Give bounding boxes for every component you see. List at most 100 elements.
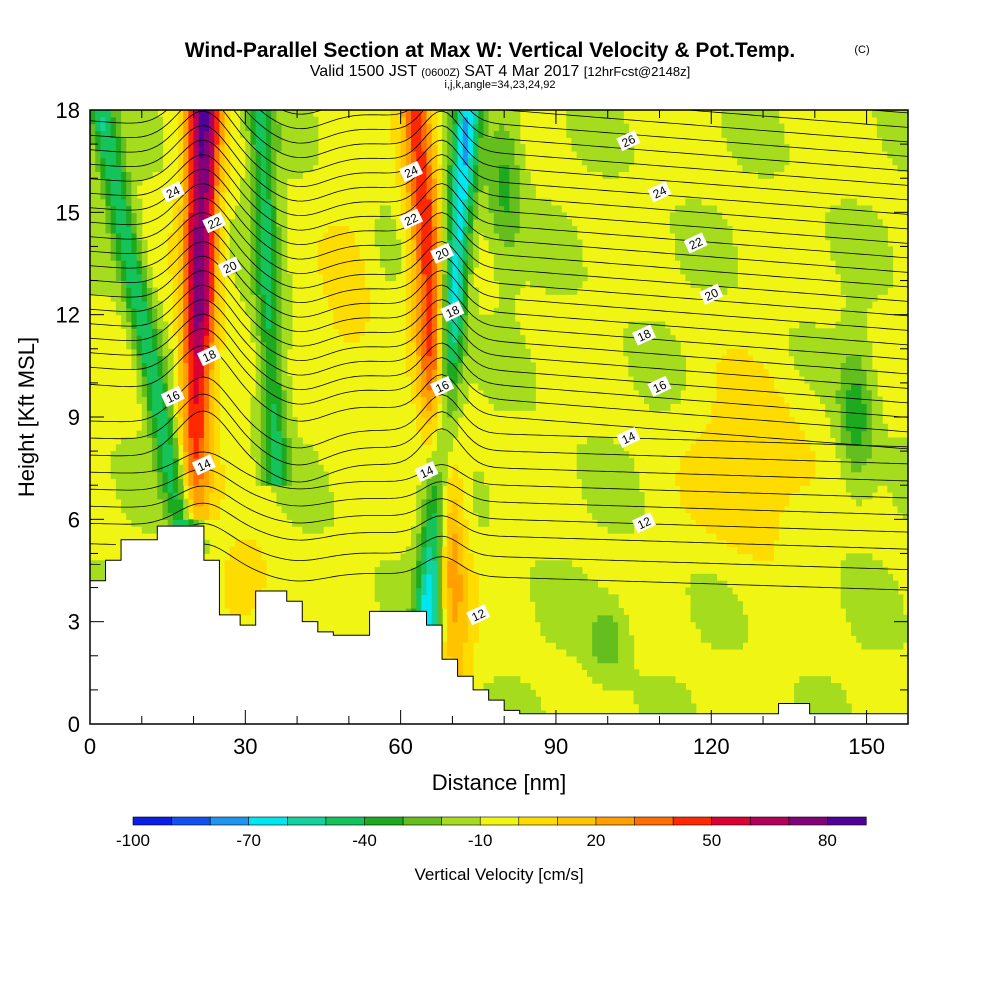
field-cell [245, 280, 252, 289]
field-cell [178, 219, 184, 227]
field-cell [732, 614, 738, 623]
field-cell [478, 130, 485, 138]
field-cell [255, 246, 262, 254]
field-cell [462, 628, 469, 636]
field-cell [690, 580, 697, 589]
field-cell [457, 662, 464, 671]
field-cell [245, 287, 252, 295]
field-cell [530, 205, 536, 213]
field-cell [742, 137, 749, 145]
field-cell [312, 150, 319, 159]
field-cell [581, 642, 588, 650]
field-cell [245, 144, 252, 152]
field-cell [478, 328, 485, 336]
field-cell [400, 553, 407, 561]
field-cell [530, 266, 536, 275]
field-cell [141, 150, 148, 159]
field-cell [737, 417, 743, 425]
field-cell [286, 471, 293, 480]
field-cell [203, 164, 210, 173]
field-cell [115, 171, 122, 179]
field-cell [121, 492, 127, 500]
field-cell [266, 294, 272, 302]
field-cell [540, 246, 547, 254]
field-cell [281, 130, 288, 138]
field-cell [442, 587, 448, 596]
field-cell [462, 567, 469, 575]
field-cell [312, 485, 319, 493]
field-cell [348, 307, 355, 316]
field-cell [726, 621, 733, 630]
field-cell [473, 246, 479, 254]
field-cell [700, 219, 707, 227]
field-cell [178, 403, 184, 411]
field-cell [121, 471, 127, 480]
field-cell [602, 587, 609, 596]
field-cell [726, 403, 733, 411]
field-cell [737, 389, 743, 398]
field-cell [193, 266, 200, 275]
field-cell [188, 362, 195, 370]
field-cell [421, 478, 428, 486]
field-cell [473, 594, 479, 602]
field-cell [291, 437, 298, 445]
field-cell [654, 696, 661, 705]
field-cell [198, 471, 205, 480]
field-cell [716, 451, 723, 459]
field-cell [587, 492, 593, 500]
field-cell [483, 328, 490, 336]
field-cell [405, 273, 412, 282]
field-cell [587, 471, 593, 480]
field-cell [162, 423, 169, 432]
field-cell [385, 567, 391, 575]
field-cell [447, 164, 453, 173]
field-cell [716, 601, 723, 609]
field-cell [426, 137, 433, 145]
field-cell [110, 110, 117, 118]
field-cell [157, 307, 164, 316]
field-cell [302, 451, 309, 459]
field-cell [436, 348, 443, 357]
field-cell [364, 287, 371, 295]
field-cell [457, 669, 464, 677]
field-cell [524, 212, 531, 220]
field-cell [566, 266, 573, 275]
field-cell [405, 130, 412, 138]
field-cell [359, 280, 365, 289]
field-cell [499, 144, 505, 152]
field-cell [680, 355, 686, 364]
field-cell [571, 253, 578, 261]
field-cell [203, 430, 210, 439]
field-cell [183, 321, 189, 329]
field-cell [131, 212, 138, 220]
field-cell [121, 219, 127, 227]
field-cell [209, 423, 215, 432]
field-cell [535, 614, 541, 623]
field-cell [411, 226, 417, 234]
field-cell [255, 287, 262, 295]
field-cell [379, 560, 386, 568]
field-cell [131, 287, 138, 295]
field-cell [338, 301, 345, 309]
field-cell [493, 123, 500, 132]
field-cell [359, 273, 365, 282]
field-cell [716, 246, 723, 254]
field-cell [250, 253, 257, 261]
field-cell [752, 369, 759, 377]
field-cell [131, 505, 138, 514]
field-cell [685, 260, 692, 268]
field-cell [183, 451, 189, 459]
field-cell [193, 485, 200, 493]
field-cell [115, 294, 122, 302]
field-cell [726, 417, 733, 425]
field-cell [726, 239, 733, 248]
field-cell [742, 417, 749, 425]
field-cell [478, 226, 485, 234]
field-cell [146, 382, 153, 391]
field-cell [752, 164, 759, 173]
field-cell [452, 226, 459, 234]
field-cell [545, 608, 552, 616]
field-cell [592, 110, 598, 118]
field-cell [198, 505, 205, 514]
field-cell [623, 628, 630, 636]
